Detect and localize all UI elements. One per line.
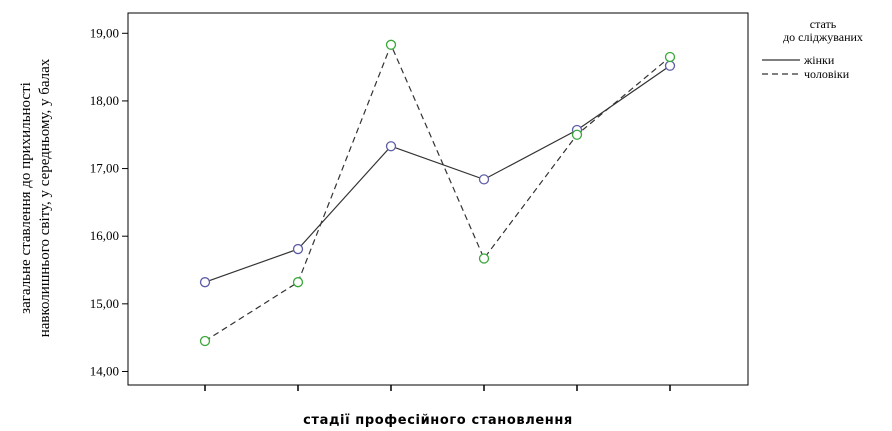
series-1-point [292,277,304,288]
legend-title-line-1: стать [810,17,837,31]
y-axis: 14,00 15,00 16,00 17,00 18,00 19,00 [90,25,128,378]
y-tick-label: 18,00 [90,93,119,108]
series-0-point [292,243,304,255]
legend-title-line-2: до сліджуваних [783,30,863,44]
series-0-point [385,141,397,152]
legend-label-men: чоловіки [804,67,850,81]
plot-frame [127,12,749,386]
series-line-1 [204,43,671,342]
y-tick-label: 19,00 [90,25,119,40]
y-axis-title-line-2: навколишнього світу, у середньому, у бал… [37,58,53,337]
series-1-point [571,129,583,140]
series-1-point [199,335,211,347]
y-tick-label: 16,00 [90,228,119,243]
y-axis-title-line-1: загальне ставлення до прихильності [18,82,34,314]
legend-label-women: жінки [803,53,835,67]
series-0-point [664,60,676,71]
x-axis-title: стадії професійного становлення [303,413,573,428]
series-line-0 [204,65,671,283]
y-tick-label: 14,00 [90,363,119,378]
series-0-point [199,277,211,288]
series-layer [199,39,676,347]
x-axis [204,385,671,391]
y-axis-title: загальне ставлення до прихильності навко… [18,58,53,337]
y-tick-label: 17,00 [90,161,119,176]
legend: стать до сліджуваних жінки чоловіки [762,17,863,81]
y-tick-label: 15,00 [90,296,119,311]
series-1-point [478,253,490,264]
series-0-point [478,174,490,185]
series-1-point [664,51,676,63]
series-1-point [385,39,397,50]
